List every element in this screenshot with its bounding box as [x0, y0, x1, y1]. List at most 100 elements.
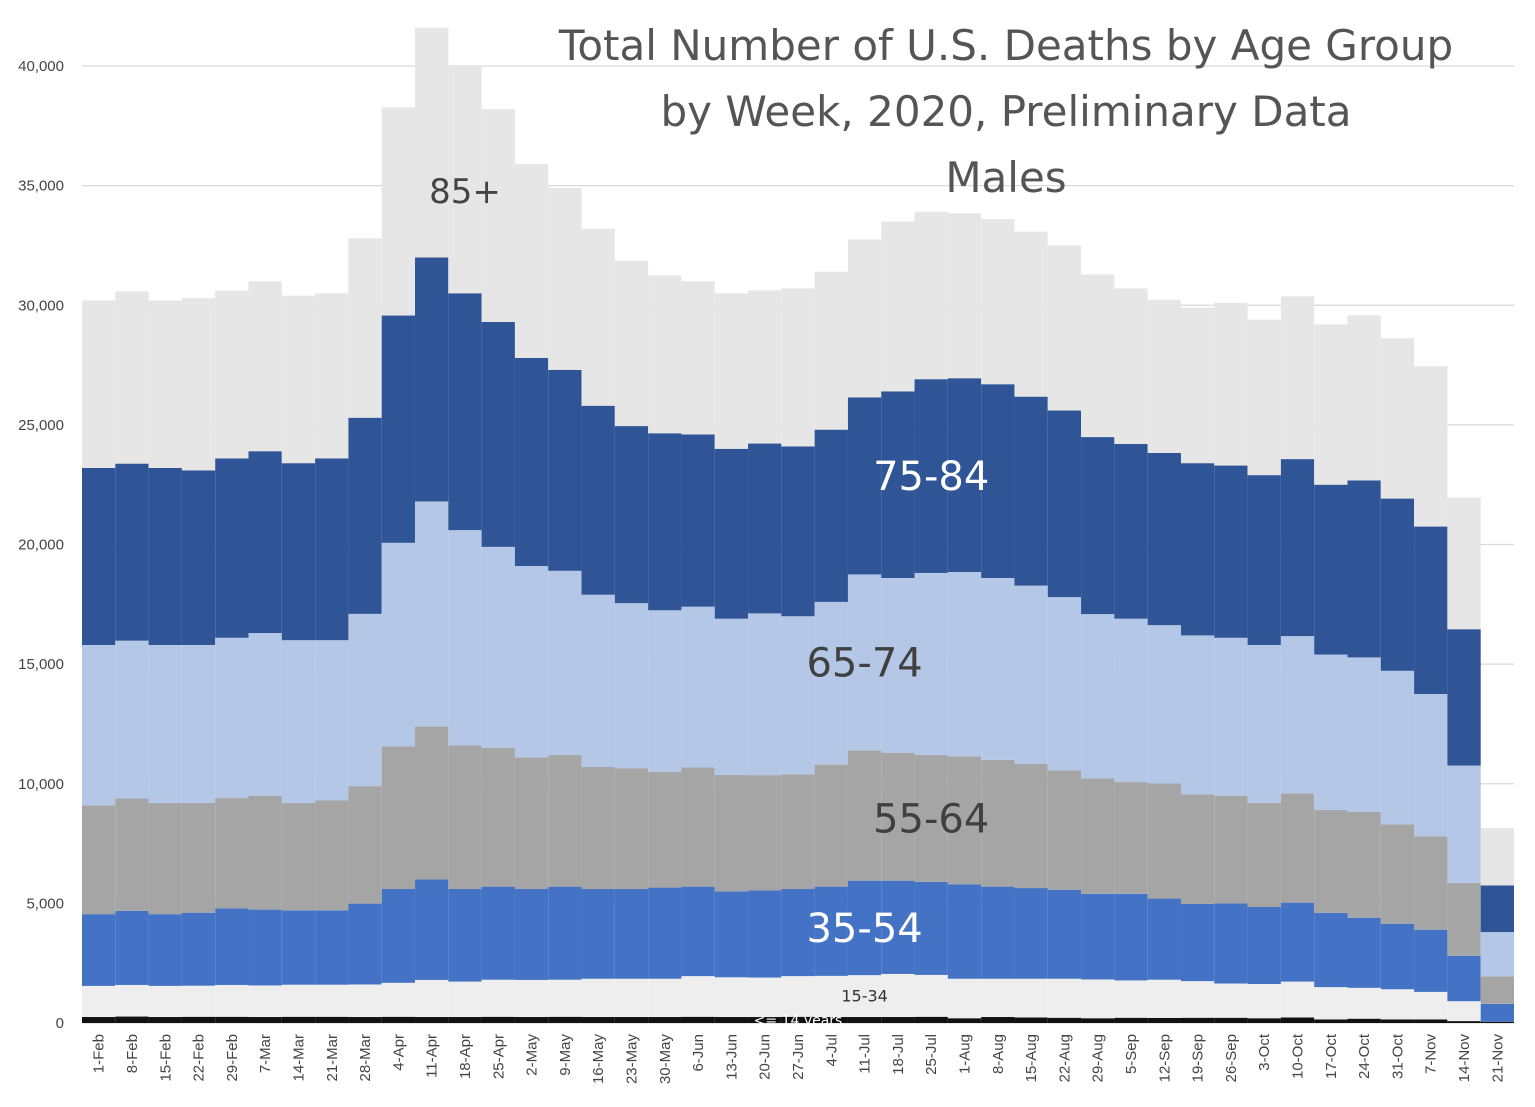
bar-segment-75-84: [614, 426, 649, 604]
bar-segment-15-34: [1180, 981, 1215, 1018]
bar-segment-55-64: [348, 786, 382, 904]
bar-segment-55-64: [215, 798, 249, 909]
x-tick-label: 25-Apr: [490, 1034, 507, 1079]
bar-segment-35-54: [181, 912, 216, 986]
bar-segment-65-74: [1247, 644, 1281, 803]
bar-segment-65-74: [947, 572, 982, 757]
bar-segment-15-34: [1280, 981, 1315, 1018]
bar-segment-75-84: [148, 467, 182, 645]
bar-segment-75-84: [514, 357, 549, 567]
x-tick-label: 26-Sep: [1223, 1034, 1240, 1082]
bar-segment-55-64: [248, 795, 282, 910]
bar-segment-15-34: [947, 978, 982, 1019]
bar-segment-65-74: [1480, 932, 1514, 977]
bar-segment-15-34: [1414, 991, 1448, 1020]
bar-segment-55-64: [748, 775, 782, 891]
x-tick-label: 17-Oct: [1323, 1033, 1340, 1079]
x-tick-label: 28-Mar: [357, 1034, 374, 1082]
bar-segment-55-64: [847, 750, 882, 881]
bar-segment-15-34: [1447, 1001, 1481, 1022]
bar-segment-15-34: [514, 979, 549, 1018]
chart-title: Total Number of U.S. Deaths by Age Group…: [558, 21, 1453, 202]
bar-segment-35-54: [1081, 893, 1115, 980]
bar-segment-85-: [814, 271, 848, 430]
bar-segment-85-: [847, 239, 882, 398]
bar-segment--14-years: [1380, 1019, 1415, 1023]
bar-segment--14-years: [981, 1017, 1015, 1023]
bar-segment-65-74: [514, 566, 549, 758]
bar-segment--14-years: [448, 1017, 482, 1023]
bar-segment-65-74: [481, 546, 515, 748]
bar-segment-55-64: [681, 767, 715, 887]
bar-segment--14-years: [847, 1017, 882, 1023]
bar-segment--14-years: [348, 1017, 382, 1023]
bar-segment-75-84: [181, 470, 216, 645]
bar-segment-85-: [148, 300, 182, 468]
x-tick-label: 3-Oct: [1256, 1033, 1273, 1071]
bar-segment-35-54: [881, 880, 915, 974]
x-tick-label: 7-Nov: [1423, 1034, 1440, 1075]
bar-segment-75-84: [681, 434, 715, 607]
bar-segment-35-54: [1014, 888, 1048, 979]
bar-segment-55-64: [148, 802, 182, 915]
bar-segment-35-54: [648, 887, 682, 979]
bar-segment-65-74: [681, 606, 715, 768]
y-tick-label: 15,000: [18, 656, 64, 673]
bar-segment-65-74: [748, 613, 782, 776]
bar-segment--14-years: [581, 1017, 615, 1023]
bar-segment--14-years: [1081, 1018, 1115, 1023]
bar-segment-85-: [181, 298, 216, 471]
bar-segment-85-: [681, 281, 715, 435]
bar-segment-35-54: [148, 914, 182, 986]
x-tick-label: 14-Mar: [290, 1034, 307, 1082]
bar-segment-75-84: [1480, 885, 1514, 933]
bar-segment-75-84: [981, 384, 1015, 578]
x-tick-label: 11-Apr: [424, 1034, 441, 1078]
x-tick-label: 9-May: [557, 1034, 574, 1076]
bar-segment-35-54: [981, 886, 1015, 979]
bar-segment-65-74: [1180, 635, 1215, 795]
bar-segment-15-34: [881, 973, 915, 1018]
bar-segment-75-84: [947, 378, 982, 573]
bar-segment--14-years: [315, 1016, 349, 1023]
bar-segment--14-years: [1414, 1019, 1448, 1023]
bar-segment-75-84: [82, 467, 116, 645]
bar-segment--14-years: [248, 1017, 282, 1023]
bar-segment-65-74: [1347, 657, 1381, 812]
bar-segment-75-84: [1047, 410, 1082, 598]
bar-segment-65-74: [448, 530, 482, 746]
bar-segment-75-84: [248, 451, 282, 634]
bar-segment-85-: [581, 228, 615, 406]
y-tick-label: 30,000: [18, 297, 64, 314]
stacked-bars: [82, 27, 1514, 1023]
bar-segment-55-64: [947, 756, 982, 885]
bar-segment-35-54: [1480, 1003, 1514, 1022]
bar-segment-15-34: [1047, 978, 1082, 1018]
x-tick-label: 19-Sep: [1190, 1034, 1207, 1082]
bar-segment-15-34: [1314, 987, 1348, 1020]
x-tick-label: 7-Mar: [257, 1034, 274, 1073]
bar-segment-15-34: [581, 978, 615, 1018]
bar-segment-15-34: [847, 975, 882, 1018]
bar-segment-85-: [1314, 324, 1348, 485]
bar-segment-85-: [1180, 307, 1215, 464]
bar-segment-35-54: [248, 909, 282, 986]
bar-segment-75-84: [1314, 484, 1348, 655]
bar-segment-75-84: [581, 405, 615, 595]
bar-segment--14-years: [1180, 1017, 1215, 1023]
x-tick-label: 29-Feb: [224, 1034, 241, 1082]
bar-segment-55-64: [281, 802, 316, 911]
bar-segment--14-years: [914, 1016, 948, 1023]
bar-segment-65-74: [148, 644, 182, 803]
series-label: 15-34: [841, 987, 888, 1006]
bar-segment-85-: [481, 109, 515, 322]
bar-segment-55-64: [82, 805, 116, 915]
bar-segment-65-74: [1447, 765, 1481, 883]
bar-segment--14-years: [1280, 1017, 1315, 1023]
bar-segment-55-64: [1480, 976, 1514, 1004]
bar-segment-55-64: [1180, 794, 1215, 904]
bar-segment-75-84: [281, 463, 316, 641]
bar-segment-75-84: [315, 458, 349, 641]
bar-segment-65-74: [1214, 637, 1248, 796]
bar-segment-75-84: [448, 293, 482, 531]
